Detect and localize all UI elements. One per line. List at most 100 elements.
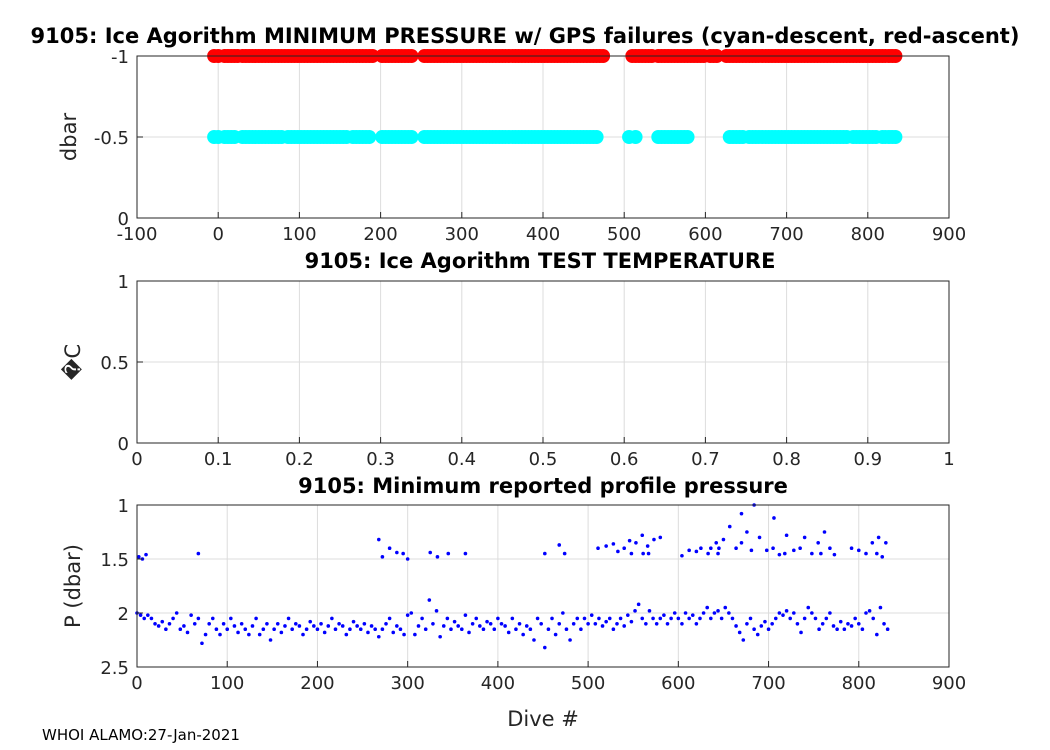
x-tick-label: 0.2: [285, 449, 314, 470]
x-tick-label: 0: [131, 449, 142, 470]
pressure-point: [156, 624, 161, 628]
y-tick-label: 0.5: [100, 353, 129, 374]
pressure-point: [254, 616, 258, 621]
pressure-point: [727, 611, 731, 615]
pressure-point: [777, 611, 782, 615]
pressure-point: [773, 616, 778, 621]
pressure-point: [772, 516, 776, 520]
pressure-point: [557, 622, 562, 626]
pressure-point: [842, 627, 847, 631]
pressure-point: [402, 632, 406, 637]
pressure-point: [817, 627, 821, 631]
x-tick-label: 0.3: [366, 449, 395, 470]
pressure-point: [739, 511, 744, 516]
pressure-point: [669, 616, 673, 621]
panel2-ticks: 0 0.1 0.2 0.3 0.4 0.5 0.6 0.7 0.8 0.9 1 0 0.5 1: [100, 272, 954, 470]
pressure-point: [782, 551, 787, 556]
pressure-point: [647, 609, 652, 613]
pressure-point: [562, 551, 567, 556]
pressure-point: [875, 632, 879, 637]
pressure-point: [658, 535, 663, 540]
x-tick-label: 0.6: [610, 449, 639, 470]
pressure-point: [766, 627, 771, 631]
pressure-point: [694, 622, 699, 626]
pressure-point: [741, 638, 746, 642]
pressure-point: [748, 616, 753, 621]
pressure-point: [286, 616, 291, 621]
pressure-point: [721, 537, 726, 542]
pressure-point: [568, 638, 572, 642]
pressure-point: [200, 641, 204, 646]
pressure-point: [373, 627, 377, 631]
pressure-point: [680, 622, 684, 626]
pressure-point: [272, 627, 276, 631]
panel2-ylabel: �C: [60, 344, 85, 380]
pressure-point: [506, 630, 511, 635]
pressure-point: [737, 630, 742, 635]
pressure-point: [694, 549, 699, 554]
pressure-point: [344, 632, 349, 637]
pressure-point: [589, 613, 594, 617]
pressure-point: [196, 551, 201, 556]
pressure-point: [654, 622, 659, 626]
pressure-point: [802, 535, 807, 540]
pressure-point: [340, 624, 345, 628]
x-tick-label: 500: [571, 673, 605, 694]
pressure-point: [452, 619, 457, 624]
pressure-point: [626, 613, 630, 617]
panel1-ticks: -100 0 100 200 300 400 500 600 700 800 900-1-0.50: [94, 47, 966, 245]
pressure-point: [676, 616, 681, 621]
pressure-point: [864, 611, 868, 615]
pressure-point: [387, 546, 392, 550]
pressure-point: [499, 622, 504, 626]
pressure-point: [764, 548, 769, 553]
pressure-point: [514, 627, 518, 631]
y-tick-label: 1: [118, 272, 129, 293]
pressure-point: [701, 611, 706, 615]
pressure-point: [622, 546, 626, 550]
pressure-point: [719, 616, 724, 621]
panel3-ticks: 0 100 200 300 400 500 600 700 800 900 1 1.5 2 2.5: [100, 496, 966, 694]
pressure-point: [882, 622, 886, 626]
pressure-point: [838, 619, 843, 624]
panel1-title: 9105: Ice Agorithm MINIMUM PRESSURE w/ G…: [31, 24, 1020, 48]
pressure-point: [160, 619, 165, 624]
pressure-point: [867, 609, 872, 613]
pressure-point: [384, 622, 388, 626]
pressure-point: [629, 619, 634, 624]
pressure-point: [734, 546, 738, 550]
pressure-point: [582, 616, 587, 621]
pressure-point: [312, 624, 316, 628]
y-tick-label: 2: [118, 604, 129, 625]
panel1-ylabel: dbar: [57, 113, 81, 162]
panel3-series: [135, 503, 890, 650]
pressure-point: [561, 611, 565, 615]
pressure-point: [301, 632, 305, 637]
pressure-point: [192, 622, 197, 626]
pressure-point: [810, 611, 814, 615]
pressure-point: [265, 622, 269, 626]
pressure-point: [884, 541, 888, 545]
pressure-point: [757, 535, 762, 540]
pressure-point: [142, 616, 147, 621]
pressure-point: [283, 624, 287, 628]
pressure-point: [604, 619, 608, 624]
descent-point: [680, 130, 695, 144]
pressure-point: [662, 613, 666, 617]
pressure-point: [481, 627, 486, 631]
pressure-point: [699, 546, 703, 550]
pressure-point: [627, 538, 632, 543]
pressure-point: [828, 611, 832, 615]
pressure-point: [322, 630, 327, 635]
panel3-title: 9105: Minimum reported profile pressure: [298, 474, 788, 498]
pressure-point: [401, 551, 405, 556]
pressure-point: [706, 551, 710, 556]
pressure-point: [543, 645, 547, 650]
pressure-point: [153, 622, 157, 626]
pressure-point: [225, 627, 230, 631]
x-tick-label: 900: [932, 673, 966, 694]
x-tick-label: 600: [661, 673, 695, 694]
pressure-point: [524, 624, 529, 628]
pressure-point: [405, 613, 410, 617]
pressure-point: [730, 616, 735, 621]
